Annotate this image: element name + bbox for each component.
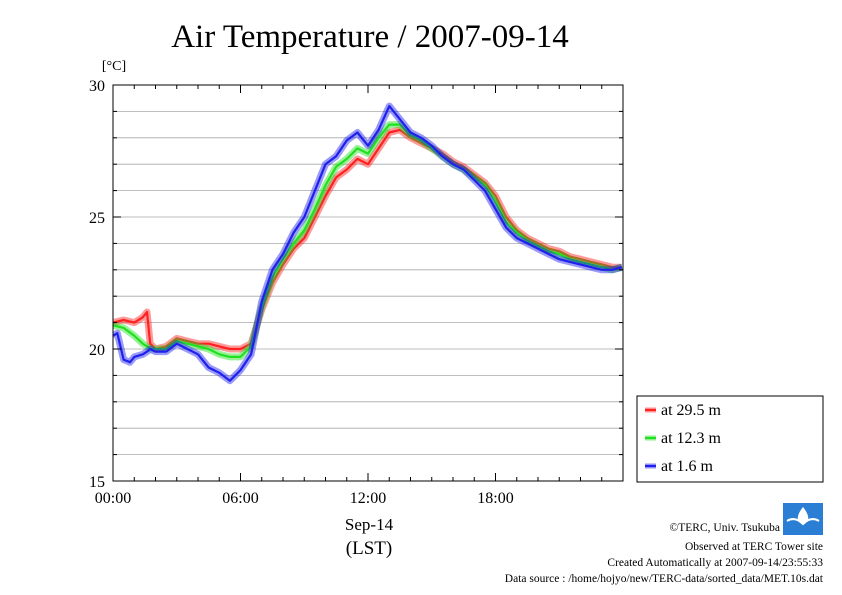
copyright-text: ©TERC, Univ. Tsukuba [670,522,780,534]
y-tick-label: 30 [89,78,105,95]
x-tick-label: 18:00 [477,490,513,507]
created-text: Created Automatically at 2007-09-14/23:5… [607,557,823,569]
legend: at 29.5 m at 12.3 m at 1.6 m [636,395,824,483]
source-text: Data source : /home/hojyo/new/TERC-data/… [505,573,824,585]
x-tick-label: 00:00 [95,490,131,507]
legend-box [636,395,824,483]
axis-ticks: 15 20 25 30 00:00 06:00 12:00 18:00 [89,78,623,507]
y-tick-label: 25 [89,210,105,227]
legend-label: at 12.3 m [661,430,722,447]
gridlines [113,111,623,456]
series-group [113,102,623,385]
terc-logo [783,503,823,535]
site-text: Observed at TERC Tower site [685,541,823,553]
legend-label: at 1.6 m [661,458,714,475]
x-tick-label: 06:00 [222,490,258,507]
y-tick-label: 20 [89,342,105,359]
x-tick-label: 12:00 [350,490,386,507]
wave-icon [786,518,820,526]
x-axis-date: Sep-14 [345,515,394,534]
chart-title: Air Temperature / 2007-09-14 [171,19,569,55]
x-axis-timezone: (LST) [346,538,392,559]
series-line-at-12-3-m [113,123,623,358]
series-line-at-29-5-m [113,128,622,351]
water-drop-icon [797,507,809,524]
y-axis-unit: [°C] [102,59,126,74]
y-tick-label: 15 [89,474,105,491]
series-line-at-1-6-m [113,104,623,382]
legend-label: at 29.5 m [661,402,722,419]
